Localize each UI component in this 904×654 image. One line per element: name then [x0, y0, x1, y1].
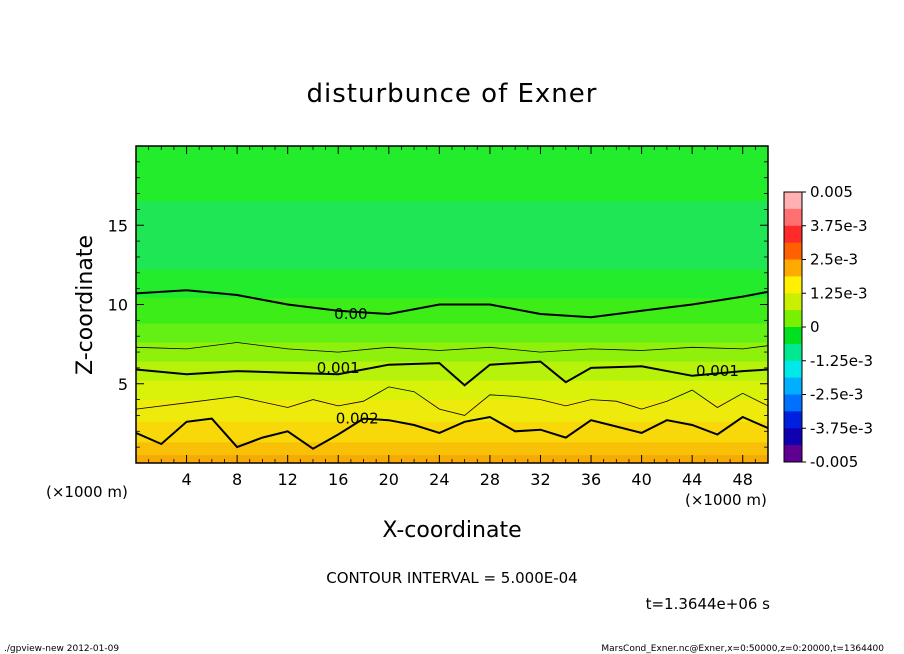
colorbar: [784, 192, 802, 463]
x-tick-label-7: 32: [530, 470, 550, 489]
contour-label-1: 0.001: [317, 359, 360, 377]
x-tick-label-4: 20: [379, 470, 399, 489]
colorbar-swatch-8: [784, 327, 802, 345]
x-tick-label-9: 40: [631, 470, 651, 489]
colorbar-ticks: 0.005 3.75e-3 2.5e-3 1.25e-3 0 -1.25e-3 -2.5e-…: [802, 183, 873, 471]
x-tick-label-0: 4: [181, 470, 191, 489]
y-axis-label: Z-coordinate: [73, 235, 98, 375]
colorbar-label-2: 2.5e-3: [810, 251, 858, 269]
y-axis-ticks: 5 10 15: [108, 161, 768, 448]
colorbar-label-3: 1.25e-3: [810, 284, 868, 302]
contour-line-2: [136, 360, 768, 387]
x-axis-label: X-coordinate: [382, 518, 521, 543]
colorbar-swatch-12: [784, 394, 802, 412]
contour-line-4: [136, 415, 768, 450]
x-tick-label-1: 8: [232, 470, 242, 489]
x-axis-ticks: 4 8 12 16 20 24 28 32 36 40 44 48: [148, 146, 756, 489]
colorbar-label-4: 0: [810, 318, 820, 336]
colorbar-swatch-14: [784, 428, 802, 446]
y-tick-label-2: 15: [108, 216, 128, 235]
x-tick-label-3: 16: [328, 470, 348, 489]
x-tick-label-5: 24: [429, 470, 449, 489]
colorbar-swatch-4: [784, 259, 802, 277]
colorbar-swatch-13: [784, 411, 802, 429]
colorbar-swatch-5: [784, 276, 802, 294]
x-tick-label-10: 44: [682, 470, 702, 489]
colorbar-swatch-3: [784, 242, 802, 260]
contour-line-3: [136, 386, 768, 416]
x-tick-label-2: 12: [278, 470, 298, 489]
y-tick-label-1: 10: [108, 296, 128, 315]
footer-right-note: MarsCond_Exner.nc@Exner,x=0:50000,z=0:20…: [601, 644, 884, 654]
x-unit-left: (×1000 m): [46, 483, 128, 501]
colorbar-swatch-11: [784, 377, 802, 395]
colorbar-label-6: -2.5e-3: [810, 386, 863, 404]
contour-label-2: 0.001: [696, 362, 739, 380]
contour-label-3: 0.002: [336, 410, 379, 428]
x-unit-right: (×1000 m): [685, 491, 767, 509]
contour-labels: 0.00 0.001 0.001 0.002: [317, 305, 739, 428]
colorbar-label-8: -0.005: [810, 453, 858, 471]
x-tick-label-11: 48: [733, 470, 753, 489]
colorbar-label-1: 3.75e-3: [810, 217, 868, 235]
colorbar-swatch-10: [784, 360, 802, 379]
colorbar-label-7: -3.75e-3: [810, 419, 873, 437]
colorbar-swatch-15: [784, 445, 802, 463]
colorbar-swatch-0: [784, 192, 802, 210]
y-tick-label-0: 5: [118, 375, 128, 394]
contour-line-1: [136, 342, 768, 353]
colorbar-label-0: 0.005: [810, 183, 853, 201]
contour-line-0: [136, 289, 768, 319]
contour-label-0: 0.00: [334, 305, 367, 323]
x-tick-label-6: 28: [480, 470, 500, 489]
chart-title: disturbunce of Exner: [307, 79, 598, 109]
colorbar-swatch-6: [784, 293, 802, 311]
contour-lines: [136, 289, 768, 450]
colorbar-swatch-2: [784, 225, 802, 244]
colorbar-swatch-9: [784, 343, 802, 362]
time-label: t=1.3644e+06 s: [646, 595, 771, 613]
colorbar-swatch-1: [784, 208, 802, 227]
colorbar-swatch-7: [784, 310, 802, 328]
footer-left-note: ./gpview-new 2012-01-09: [4, 644, 119, 654]
colorbar-label-5: -1.25e-3: [810, 352, 873, 370]
contour-interval: CONTOUR INTERVAL = 5.000E-04: [326, 569, 577, 587]
x-tick-label-8: 36: [581, 470, 601, 489]
